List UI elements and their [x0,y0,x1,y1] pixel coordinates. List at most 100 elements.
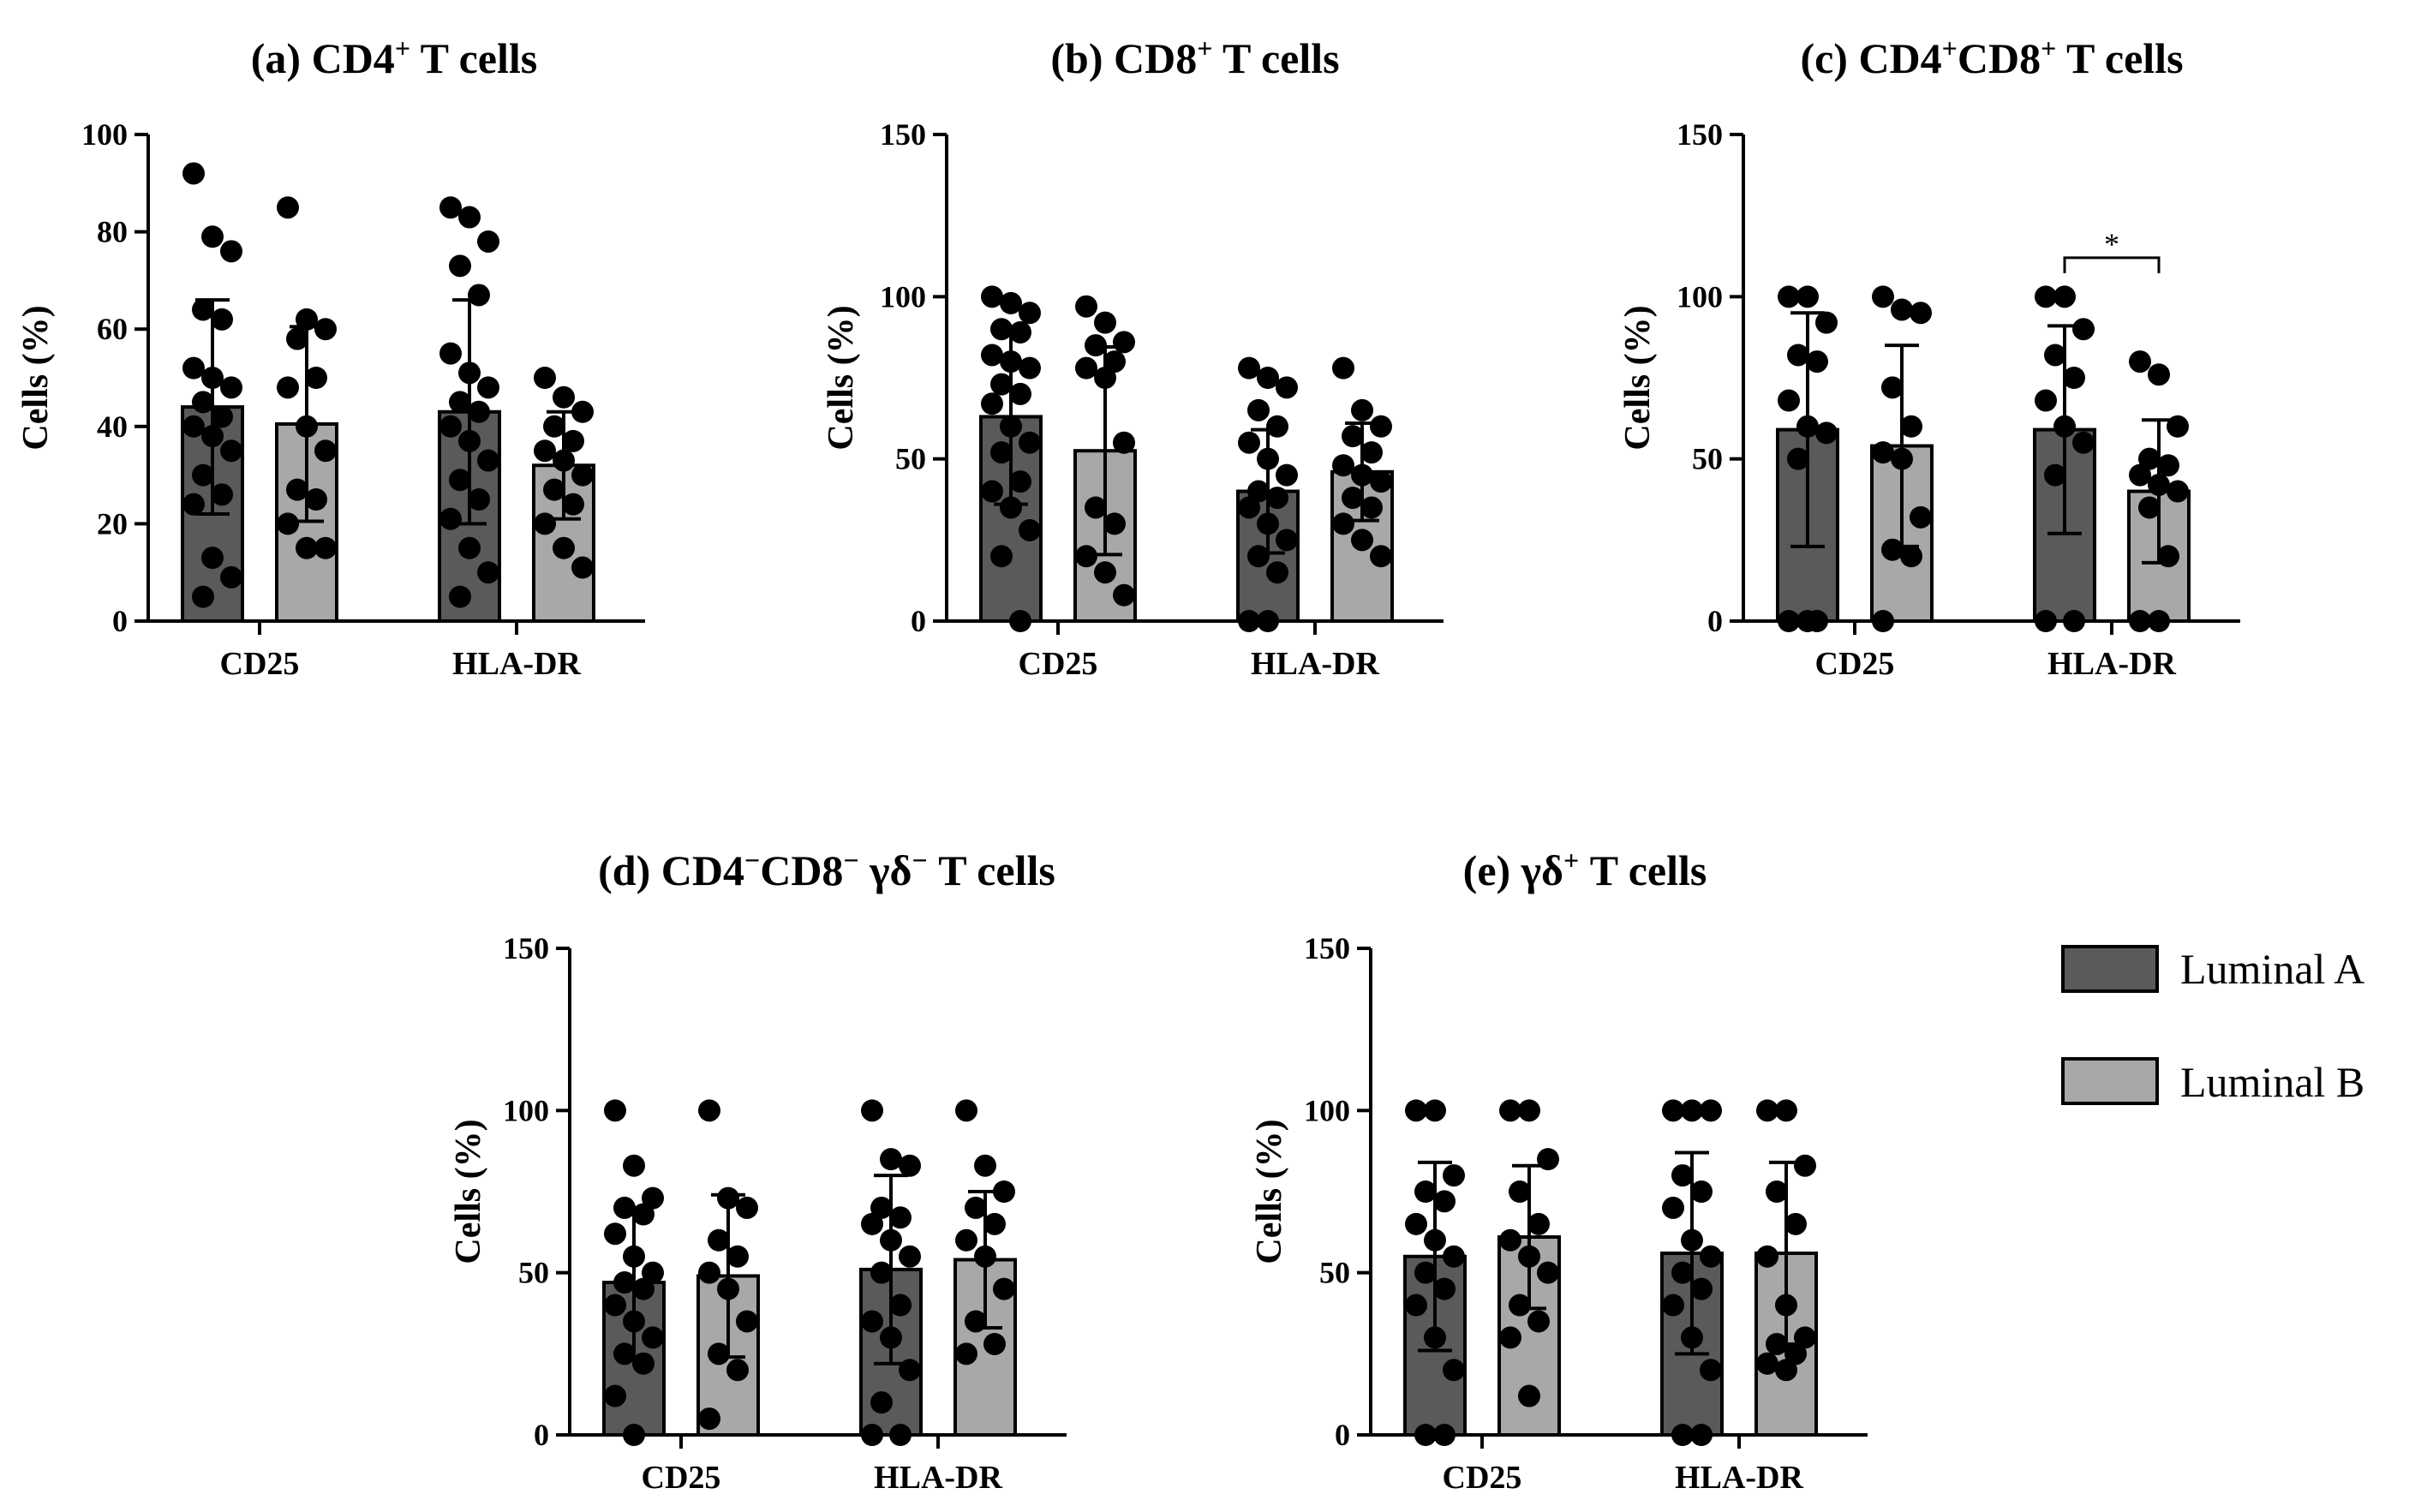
data-point [870,1196,893,1219]
data-point [1405,1099,1427,1122]
data-point [1700,1359,1722,1382]
y-tick-label: 150 [1304,931,1350,965]
category-label: CD25 [642,1460,721,1496]
legend: Luminal A Luminal B [2061,945,2364,1106]
data-point [604,1099,626,1122]
data-point [1690,1277,1713,1300]
data-point [2072,318,2095,341]
data-point [736,1196,758,1219]
data-point [1351,529,1373,552]
data-point [1778,389,1800,412]
title-part: T cells [1212,34,1339,82]
data-point [1796,285,1819,308]
y-tick-label: 40 [97,409,128,444]
category-label: HLA-DR [452,646,581,682]
data-point [1000,496,1022,519]
title-part: (e) γδ [1463,846,1563,894]
data-point [1247,480,1270,503]
data-point [1276,529,1298,552]
data-point [613,1271,636,1294]
data-point [870,1261,893,1284]
data-point [1009,470,1031,493]
title-part: γδ [859,846,912,894]
data-point [553,385,575,409]
data-point [296,308,318,331]
y-tick-label: 100 [503,1093,549,1127]
data-point [1756,1352,1778,1375]
data-point [1662,1196,1684,1219]
significance-bracket [2063,256,2161,273]
data-point [286,327,308,350]
y-tick-label: 0 [112,604,128,638]
data-point [439,415,462,438]
data-point [880,1148,902,1171]
data-point [1360,441,1383,464]
category-label: CD25 [1019,646,1098,682]
data-point [1775,1099,1797,1122]
data-point [449,585,471,608]
data-point [571,556,594,579]
data-point [899,1154,921,1177]
data-point [211,405,233,428]
data-point [201,225,224,248]
title-part: + [1563,845,1579,876]
data-point [1443,1359,1465,1382]
data-point [1433,1190,1456,1213]
data-point [993,1180,1015,1203]
data-point [981,285,1003,308]
data-point [1370,415,1392,438]
data-point [1527,1212,1550,1235]
data-point [182,356,205,379]
data-point [477,230,499,253]
data-point [1009,610,1031,632]
data-point [1019,431,1041,454]
data-point [458,206,481,229]
data-point [1342,425,1364,448]
data-point [1094,311,1116,334]
data-point [1238,431,1260,454]
data-point [449,391,471,414]
data-point [314,439,337,463]
data-point [182,162,205,185]
data-point [1509,1294,1531,1317]
data-point [305,367,327,389]
y-tick-label: 0 [1335,1418,1350,1452]
data-point [965,1196,987,1219]
data-point [2044,463,2066,487]
data-point [1806,350,1828,374]
data-point [1075,545,1097,568]
data-point [1009,320,1031,344]
data-point [1756,1245,1778,1268]
panel-c-title: (c) CD4+CD8+ T cells [1800,33,2183,82]
data-point [1509,1180,1531,1203]
data-point [1370,545,1392,568]
title-part: (b) CD8 [1050,34,1197,82]
data-point [211,308,233,331]
data-point [1414,1424,1437,1446]
data-point [993,1277,1015,1300]
legend-swatch-luminal-b [2061,1057,2159,1105]
data-point [2035,610,2057,632]
data-point [2063,610,2085,632]
y-tick-label: 50 [518,1256,549,1290]
data-point [1662,1294,1684,1317]
title-part: (a) CD4 [251,34,395,82]
data-point [889,1206,912,1229]
data-point [1360,496,1383,519]
data-point [1662,1099,1684,1122]
data-point [192,463,214,487]
data-point [990,545,1013,568]
panel-c-ylabel: Cells (%) [1618,305,1658,450]
data-point [1019,356,1041,379]
data-point [1872,285,1894,308]
data-point [1775,1359,1797,1382]
data-point [1671,1164,1694,1187]
data-point [2072,431,2095,454]
title-part: + [395,33,410,63]
data-point [1499,1099,1521,1122]
data-point [1784,1212,1807,1235]
title-part: (d) CD4 [598,846,744,894]
data-point [534,367,556,389]
y-tick-label: 100 [1677,279,1723,314]
